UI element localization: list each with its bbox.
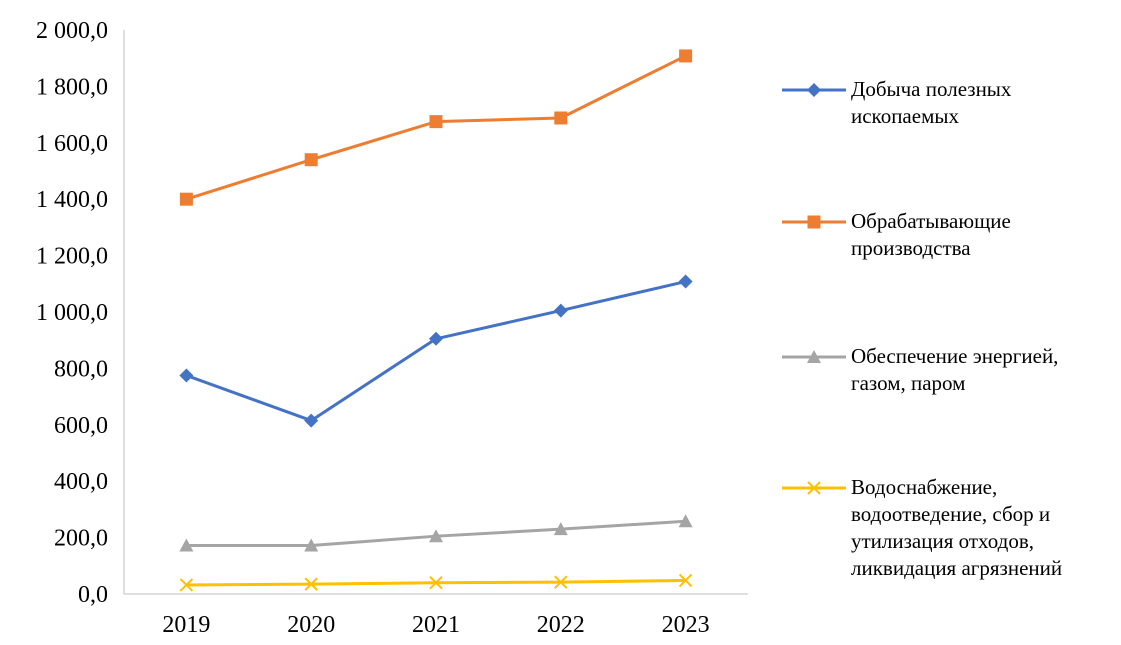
- series-3: [179, 514, 693, 552]
- y-tick-label: 1 800,0: [36, 74, 108, 100]
- data-point: [179, 368, 194, 383]
- series-line: [185, 280, 686, 423]
- data-point: [679, 49, 693, 63]
- series-4: [179, 573, 693, 592]
- data-point: [554, 575, 568, 589]
- y-tick-label: 800,0: [54, 356, 108, 382]
- chart-series: [179, 49, 693, 592]
- x-tick-label: 2023: [662, 612, 710, 638]
- y-tick-label: 1 600,0: [36, 131, 108, 157]
- x-tick-label: 2022: [537, 612, 585, 638]
- legend-label: Обрабатывающие производства: [851, 209, 1011, 260]
- y-tick-label: 0,0: [78, 582, 108, 608]
- data-point: [429, 331, 443, 346]
- legend-swatch-marker: [807, 215, 821, 229]
- legend-swatch: [782, 350, 846, 363]
- line-chart: 0,0 200,0 400,0 600,0 800,0 1 000,0 1 200,0 1 4…: [36, 18, 748, 638]
- series-2: [179, 49, 693, 206]
- data-point: [304, 153, 318, 167]
- y-axis-ticks: 0,0 200,0 400,0 600,0 800,0 1 000,0 1 200,0 1 4…: [36, 18, 108, 608]
- series-1: [179, 274, 693, 428]
- data-point: [553, 303, 568, 318]
- data-point: [678, 573, 693, 588]
- data-point: [179, 578, 194, 592]
- legend-label: Добыча полезных ископаемых: [851, 77, 1012, 128]
- data-point: [179, 538, 194, 552]
- legend-swatch: [782, 83, 846, 97]
- y-tick-label: 1 000,0: [36, 300, 108, 326]
- legend-swatch-marker: [807, 83, 821, 97]
- y-tick-label: 400,0: [54, 469, 108, 495]
- legend-label: Обеспечение энергией, газом, паром: [851, 344, 1059, 395]
- data-point: [554, 111, 568, 125]
- y-tick-label: 1 400,0: [36, 187, 108, 213]
- data-point: [429, 529, 443, 543]
- legend-swatch-marker: [807, 350, 821, 363]
- data-point: [678, 514, 693, 528]
- y-tick-label: 1 200,0: [36, 244, 108, 270]
- data-point: [304, 538, 319, 552]
- data-point: [179, 192, 193, 206]
- legend-swatch: [782, 215, 846, 229]
- data-point: [429, 115, 443, 129]
- x-tick-label: 2019: [162, 612, 210, 638]
- chart-axes: [123, 30, 748, 595]
- y-tick-label: 200,0: [54, 526, 108, 552]
- data-point: [678, 274, 693, 289]
- legend-swatch-marker: [807, 481, 821, 495]
- legend-label: Водоснабжение, водоотведение, сбор и ути…: [851, 475, 1063, 580]
- x-tick-label: 2021: [412, 612, 460, 638]
- data-point: [304, 577, 318, 591]
- data-point: [429, 576, 443, 590]
- x-axis-ticks: 2019 2020 2021 2022 2023: [162, 612, 709, 638]
- y-tick-label: 2 000,0: [36, 18, 108, 44]
- y-tick-label: 600,0: [54, 413, 108, 439]
- data-point: [553, 522, 568, 536]
- legend-swatch: [782, 481, 846, 495]
- x-tick-label: 2020: [287, 612, 335, 638]
- data-point: [304, 413, 319, 428]
